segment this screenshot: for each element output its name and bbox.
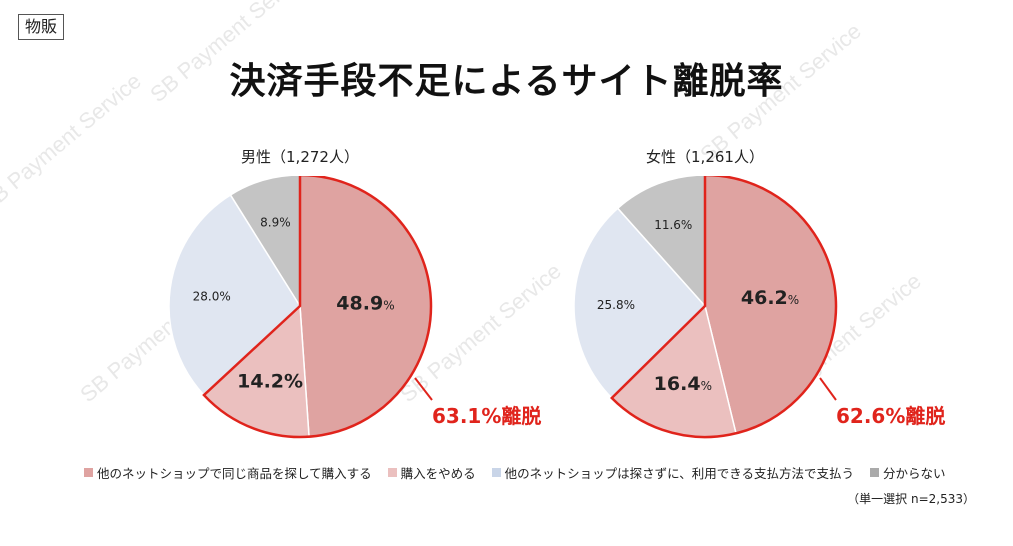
pie-svg: 46.2% 16.4% 25.8% 11.6% [573, 176, 838, 439]
exit-rate-outline [202, 176, 433, 439]
pie-svg: 48.9% 14.2% 28.0% 8.9% [168, 176, 433, 439]
chart-title: 男性（1,272人） [241, 148, 359, 166]
legend-label: 分からない [883, 466, 946, 481]
slice-label: 25.8% [597, 298, 635, 312]
legend-label: 購入をやめる [400, 466, 476, 481]
slice-label: 14.2% [237, 371, 303, 393]
slice-label: 48.9% [336, 293, 394, 315]
legend-label: 他のネットショップで同じ商品を探して購入する [97, 466, 372, 481]
legend-item: 他のネットショップは探さずに、利用できる支払方法で支払う [491, 463, 855, 482]
pie-chart-male: 男性（1,272人） 48.9% 14.2% 28.0% 8.9% [150, 146, 450, 456]
slice-label: 28.0% [193, 289, 231, 303]
chart-title: 女性（1,261人） [646, 148, 764, 166]
exit-rate-annotation: 63.1%離脱 [432, 404, 542, 428]
legend-swatch [491, 468, 501, 477]
legend-item: 他のネットショップで同じ商品を探して購入する [84, 463, 372, 482]
category-tag: 物販 [18, 14, 65, 40]
slice-label: 46.2% [741, 287, 799, 309]
pie-slice [168, 193, 301, 397]
legend: 他のネットショップで同じ商品を探して購入する 購入をやめる 他のネットショップは探さ… [84, 463, 946, 482]
pie-slice [573, 207, 707, 400]
legend-item: 分からない [870, 463, 946, 482]
sample-note: （単一選択 n=2,533） [847, 492, 975, 506]
legend-label: 他のネットショップは探さずに、利用できる支払方法で支払う [504, 466, 855, 481]
pie-slice [229, 176, 301, 309]
slice-label: 11.6% [654, 218, 692, 232]
legend-item: 購入をやめる [387, 463, 476, 482]
exit-rate-outline [610, 176, 838, 439]
exit-rate-annotation: 62.6%離脱 [836, 404, 946, 428]
slice-label: 8.9% [260, 215, 291, 229]
pie-chart-female: 女性（1,261人） 46.2% 16.4% 25.8% 11.6% [555, 146, 855, 456]
page-title: 決済手段不足によるサイト離脱率 [229, 61, 784, 102]
legend-swatch [870, 468, 880, 477]
legend-swatch [387, 468, 397, 477]
pie-slice [616, 176, 706, 308]
slice-label: 16.4% [654, 373, 712, 395]
legend-swatch [84, 468, 93, 477]
